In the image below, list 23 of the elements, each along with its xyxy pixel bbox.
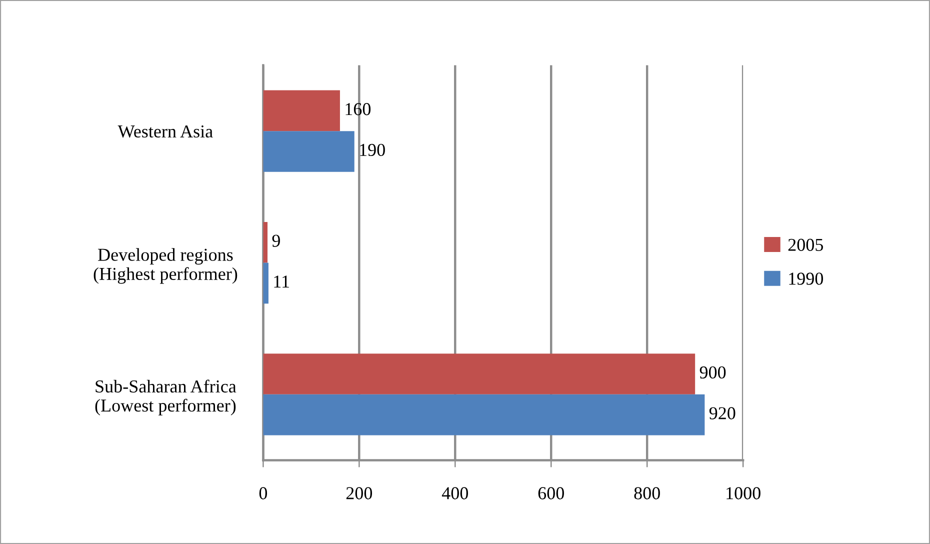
x-tick-label: 600 [538, 487, 564, 500]
data-label: 160 [346, 103, 371, 116]
bar [263, 90, 340, 132]
y-tick-label: Western Asia [118, 125, 213, 138]
y-tick-label: Sub-Saharan Africa (Lowest performer) [95, 380, 236, 416]
bar [263, 222, 268, 263]
data-label: 920 [709, 407, 736, 420]
legend-label: 1990 [789, 272, 824, 285]
x-tick-label: 200 [346, 487, 372, 500]
y-tick-label: Developed regions (Highest performer) [94, 248, 238, 284]
data-label: 900 [700, 366, 726, 379]
legend-label: 2005 [788, 238, 823, 251]
x-tick-label: 0 [259, 487, 268, 500]
x-tick-label: 400 [442, 487, 468, 500]
bar [263, 394, 705, 436]
bar [263, 131, 354, 172]
bar [263, 262, 268, 304]
data-label: 9 [272, 234, 280, 247]
x-tick-label: 800 [634, 487, 660, 500]
bar [263, 354, 696, 394]
data-label: 190 [360, 144, 385, 156]
data-label: 11 [274, 276, 289, 288]
x-tick-label: 1000 [726, 487, 760, 500]
